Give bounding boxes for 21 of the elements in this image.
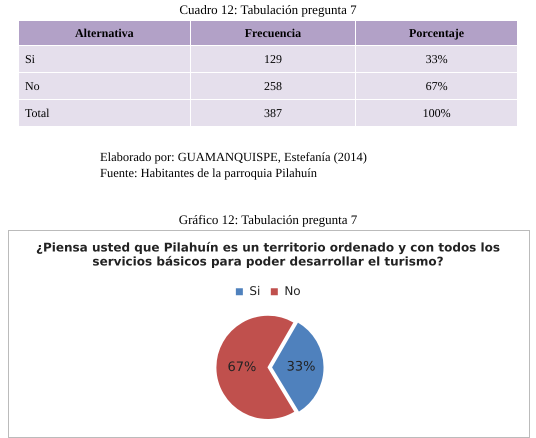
category-label: Total <box>18 100 190 126</box>
legend-label: No <box>284 284 301 298</box>
data-label: 67% <box>228 360 256 376</box>
chart-title: ¿Piensa usted que Pilahuín es un territorio ordenado y con todos los servicios básicos para poder desarrollar el turismo? <box>36 240 500 269</box>
text: Alternativa <box>18 20 190 46</box>
source-note: Fuente: Habitantes de la parroquia Pilahuín <box>100 165 318 181</box>
legend-label: Si <box>249 284 260 298</box>
data-label: 258 <box>190 72 356 100</box>
data-label: 100% <box>356 100 518 126</box>
text: Cuadro 12: Tabulación pregunta 7 <box>178 2 358 18</box>
data-label: 67% <box>356 72 518 100</box>
series-label: Frecuencia <box>190 20 356 46</box>
category-label: No <box>18 72 190 100</box>
category-label: Si <box>18 46 190 72</box>
text: Gráfico 12: Tabulación pregunta 7 <box>178 212 358 228</box>
text: Elaborado por: GUAMANQUISPE, Estefanía (2014) <box>100 149 368 165</box>
data-label: 387 <box>190 100 356 126</box>
data-label: 129 <box>190 46 356 72</box>
data-label: 33% <box>356 46 518 72</box>
series-label: Porcentaje <box>356 20 518 46</box>
data-label: 33% <box>286 359 316 374</box>
